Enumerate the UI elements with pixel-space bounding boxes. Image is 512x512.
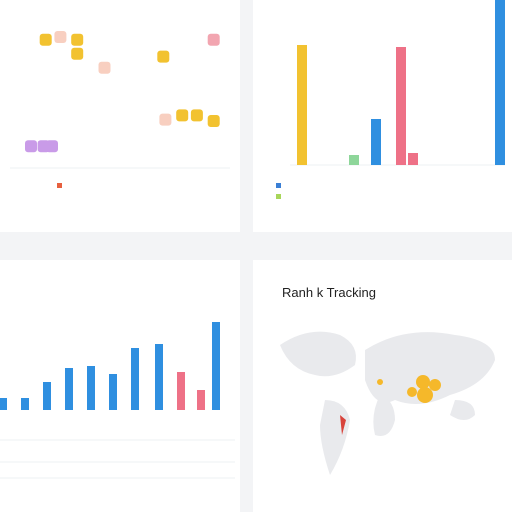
panel [0,0,240,232]
point [207,115,220,127]
bar [396,47,406,165]
bar [0,398,7,410]
legend-swatch [57,183,62,188]
point [54,31,67,43]
bar [131,348,139,410]
bar [495,0,505,165]
bar [109,374,117,410]
point [25,140,37,153]
bar [87,366,95,410]
bar [177,372,185,410]
map-title: Ranh k Tracking [282,285,376,300]
bar [65,368,73,410]
map-bubbles [377,375,441,403]
world-map [280,331,495,475]
point [98,61,111,74]
point [71,47,84,60]
bar [371,119,381,165]
bar [197,390,205,410]
panel [0,260,240,512]
bar [408,153,418,165]
point [159,113,172,126]
map-highlight [340,415,346,435]
point [190,109,203,122]
legend-swatch [276,183,281,188]
bar [21,398,29,410]
bar [43,382,51,410]
bar [155,344,163,410]
point [176,109,189,122]
panel [253,0,512,232]
bar [297,45,307,165]
legend-swatch [276,194,281,199]
bar [212,322,220,410]
point [39,33,52,46]
point [71,33,84,46]
point [157,50,170,63]
bar [349,155,359,165]
point [207,33,220,46]
point [46,140,58,153]
